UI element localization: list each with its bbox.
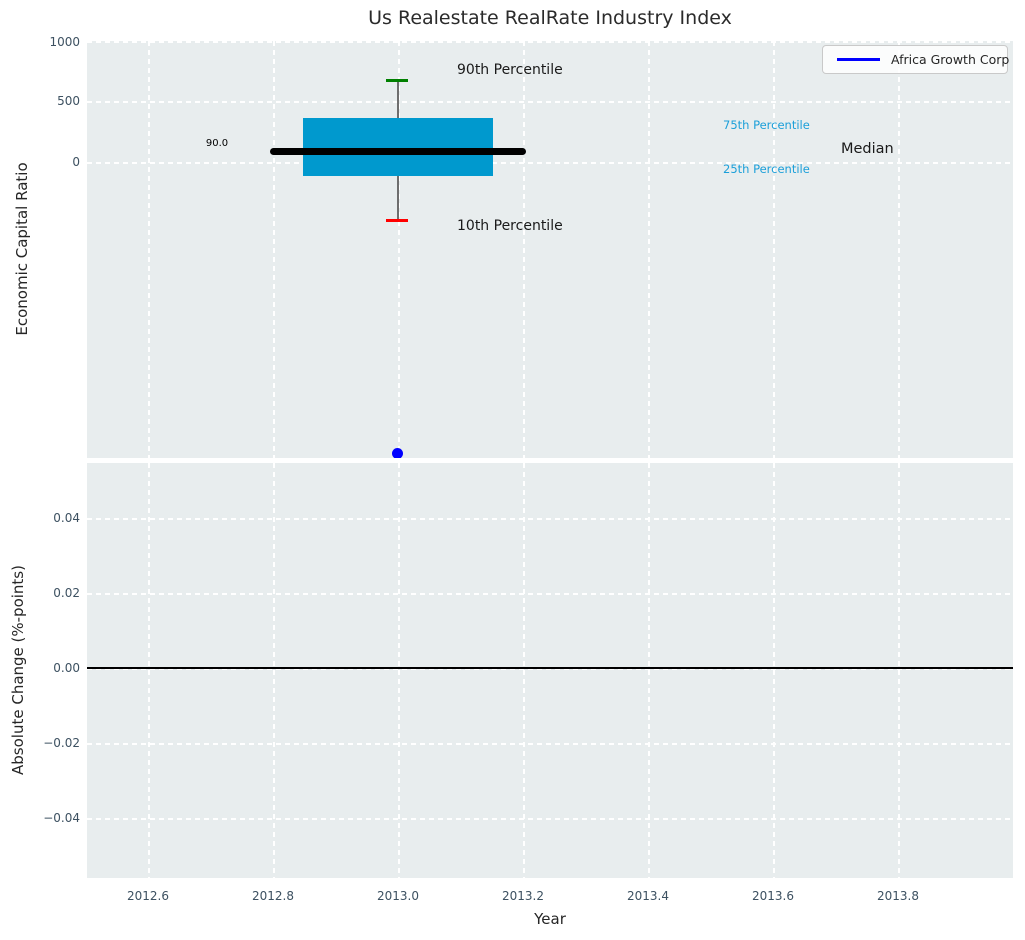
gridline-v-2013.2 bbox=[523, 463, 525, 878]
ytick-bottom-neg0.04: −0.04 bbox=[43, 811, 80, 825]
gridline-v-2013.8 bbox=[898, 463, 900, 878]
gridline-v-2013.0 bbox=[398, 41, 400, 458]
gridline-v-2012.8 bbox=[273, 463, 275, 878]
gridline-v-2013.6 bbox=[773, 41, 775, 458]
cap-10th-percentile bbox=[386, 219, 408, 222]
ytick-top-0: 0 bbox=[72, 155, 80, 169]
ytick-top-1000: 1000 bbox=[49, 35, 80, 49]
gridline-h-0 bbox=[87, 162, 1013, 164]
top-axes: 90.0 90th Percentile 75th Percentile 25t… bbox=[87, 41, 1013, 458]
gridline-h-0.02 bbox=[87, 593, 1013, 595]
gridline-v-2012.6 bbox=[148, 463, 150, 878]
legend: Africa Growth Corp bbox=[822, 45, 1010, 74]
gridline-h-500 bbox=[87, 101, 1013, 103]
gridline-v-2013.6 bbox=[773, 463, 775, 878]
zero-reference-line bbox=[87, 667, 1013, 669]
gridline-v-2013.0 bbox=[398, 463, 400, 878]
legend-label: Africa Growth Corp bbox=[891, 52, 1010, 67]
x-axis-label: Year bbox=[534, 910, 566, 928]
bottom-y-axis-label: Absolute Change (%-points) bbox=[9, 565, 27, 775]
annotation-75th-percentile: 75th Percentile bbox=[723, 118, 810, 132]
ytick-top-500: 500 bbox=[57, 94, 80, 108]
xtick-2012.6: 2012.6 bbox=[127, 889, 169, 903]
annotation-25th-percentile: 25th Percentile bbox=[723, 162, 810, 176]
xtick-2013.0: 2013.0 bbox=[377, 889, 419, 903]
xtick-2013.8: 2013.8 bbox=[877, 889, 919, 903]
gridline-h-1000 bbox=[87, 41, 1013, 43]
bottom-axes bbox=[87, 463, 1013, 878]
gridline-h-neg0.02 bbox=[87, 743, 1013, 745]
median-value-label: 90.0 bbox=[205, 138, 229, 149]
percentile-box bbox=[303, 118, 493, 176]
top-y-axis-label: Economic Capital Ratio bbox=[13, 162, 31, 336]
median-line bbox=[270, 148, 526, 155]
ytick-bottom-0.00: 0.00 bbox=[53, 661, 80, 675]
gridline-v-2013.4 bbox=[648, 41, 650, 458]
chart-title: Us Realestate RealRate Industry Index bbox=[368, 7, 732, 29]
gridline-v-2013.2 bbox=[523, 41, 525, 458]
gridline-h-0.04 bbox=[87, 518, 1013, 520]
gridline-v-2013.4 bbox=[648, 463, 650, 878]
gridline-v-2012.8 bbox=[273, 41, 275, 458]
legend-line-swatch bbox=[837, 58, 880, 61]
annotation-90th-percentile: 90th Percentile bbox=[457, 62, 563, 78]
company-data-point bbox=[392, 448, 403, 458]
gridline-v-2013.8 bbox=[898, 41, 900, 458]
annotation-median: Median bbox=[841, 141, 894, 157]
xtick-2013.4: 2013.4 bbox=[627, 889, 669, 903]
xtick-2012.8: 2012.8 bbox=[252, 889, 294, 903]
xtick-2013.6: 2013.6 bbox=[752, 889, 794, 903]
xtick-2013.2: 2013.2 bbox=[502, 889, 544, 903]
cap-90th-percentile bbox=[386, 79, 408, 82]
ytick-bottom-0.04: 0.04 bbox=[53, 511, 80, 525]
gridline-v-2012.6 bbox=[148, 41, 150, 458]
gridline-h-neg0.04 bbox=[87, 818, 1013, 820]
ytick-bottom-0.02: 0.02 bbox=[53, 586, 80, 600]
ytick-bottom-neg0.02: −0.02 bbox=[43, 736, 80, 750]
annotation-10th-percentile: 10th Percentile bbox=[457, 218, 563, 234]
